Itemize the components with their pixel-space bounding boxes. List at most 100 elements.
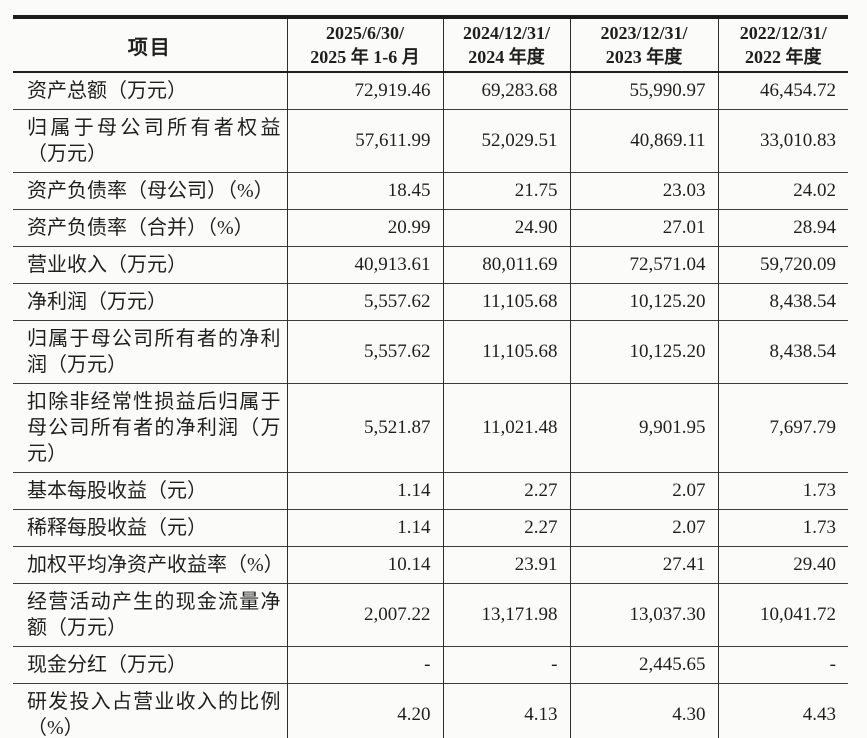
table-row: 加权平均净资产收益率（%） 10.14 23.91 27.41 29.40 [13,546,848,584]
cell-value: 13,037.30 [569,583,718,647]
cell-value: 9,901.95 [569,383,718,473]
cell-value: 2.27 [442,509,570,547]
table-body: 资产总额（万元） 72,919.46 69,283.68 55,990.97 46,45… [13,71,848,738]
cell-value: 24.02 [717,172,848,210]
cell-value: 10,125.20 [569,283,718,321]
cell-value: 10,125.20 [569,320,718,384]
table-row: 稀释每股收益（元） 1.14 2.27 2.07 1.73 [13,509,848,547]
cell-value: 2.27 [442,472,570,510]
row-label: 归属于母公司所有者的净利润（万元） [13,320,287,384]
row-label: 加权平均净资产收益率（%） [13,546,287,584]
cell-value: 11,021.48 [442,383,570,473]
cell-value: 7,697.79 [717,383,848,473]
cell-value: 18.45 [286,172,443,210]
cell-value: 4.30 [569,683,718,738]
cell-value: 2,007.22 [286,583,443,647]
cell-value: 23.03 [569,172,718,210]
cell-value: 4.43 [717,683,848,738]
cell-value: 40,869.11 [569,109,718,173]
cell-value: 27.01 [569,209,718,247]
cell-value: 4.20 [286,683,443,738]
table-row: 资产总额（万元） 72,919.46 69,283.68 55,990.97 46,45… [13,71,848,110]
table-row: 资产负债率（母公司）（%） 18.45 21.75 23.03 24.02 [13,172,848,210]
cell-value: 29.40 [717,546,848,584]
cell-value: 20.99 [286,209,443,247]
row-label: 归属于母公司所有者权益（万元） [13,109,287,173]
cell-value: 59,720.09 [717,246,848,284]
header-period-date: 2025/6/30/ [325,23,404,43]
row-label: 基本每股收益（元） [13,472,287,510]
cell-value: 55,990.97 [569,71,718,110]
header-period-span: 2024 年度 [468,47,545,67]
table-row: 净利润（万元） 5,557.62 11,105.68 10,125.20 8,438.5… [13,283,848,321]
table-row: 现金分红（万元） - -2,445.65- [13,646,848,684]
row-label: 研发投入占营业收入的比例（%） [13,683,287,738]
cell-value: 1.14 [286,472,443,510]
table-row: 研发投入占营业收入的比例（%） 4.20 4.13 4.30 4.43 [13,683,848,738]
cell-value: 57,611.99 [286,109,443,173]
cell-value: 8,438.54 [717,283,848,321]
cell-value: 24.90 [442,209,570,247]
cell-value: 33,010.83 [717,109,848,173]
cell-value: 40,913.61 [286,246,443,284]
header-row: 项目 2025/6/30/ 2025 年 1-6 月 2024/12/31/ 2… [13,17,848,73]
table-row: 经营活动产生的现金流量净额（万元） 2,007.22 13,171.98 13,037… [13,583,848,647]
cell-value: 46,454.72 [717,71,848,110]
cell-value: 72,919.46 [286,71,443,110]
header-period-date: 2024/12/31/ [462,23,550,43]
cell-value: 69,283.68 [442,71,570,110]
cell-value: 1.14 [286,509,443,547]
row-label: 稀释每股收益（元） [13,509,287,547]
header-period-span: 2025 年 1-6 月 [310,47,420,67]
cell-value: 2.07 [569,509,718,547]
cell-value: 27.41 [569,546,718,584]
cell-value: 4.13 [442,683,570,738]
cell-value: 1.73 [717,509,848,547]
row-label: 现金分红（万元） [13,646,287,684]
cell-value: 10.14 [286,546,443,584]
financial-summary-table: 项目 2025/6/30/ 2025 年 1-6 月 2024/12/31/ 2… [13,15,848,738]
table-row: 归属于母公司所有者权益（万元） 57,611.99 52,029.51 40,869.… [13,109,848,173]
cell-value: 2.07 [569,472,718,510]
cell-value: 21.75 [442,172,570,210]
cell-value: 72,571.04 [569,246,718,284]
cell-value: 52,029.51 [442,109,570,173]
cell-value: 5,557.62 [286,320,443,384]
cell-value: - [717,646,848,684]
header-period-span: 2022 年度 [745,47,822,67]
cell-value: 11,105.68 [442,320,570,384]
table-row: 归属于母公司所有者的净利润（万元） 5,557.62 11,105.68 10,125… [13,320,848,384]
row-label: 净利润（万元） [13,283,287,321]
cell-value: 11,105.68 [442,283,570,321]
header-period-2025h1: 2025/6/30/ 2025 年 1-6 月 [286,17,443,73]
cell-value: 5,557.62 [286,283,443,321]
cell-value: 2,445.65 [569,646,718,684]
header-period-date: 2022/12/31/ [739,23,827,43]
row-label: 资产总额（万元） [13,71,287,110]
cell-value: 13,171.98 [442,583,570,647]
table-row: 扣除非经常性损益后归属于母公司所有者的净利润（万元） 5,521.87 11,021… [13,383,848,473]
header-period-span: 2023 年度 [605,47,683,67]
header-period-2024: 2024/12/31/ 2024 年度 [442,17,570,73]
row-label: 经营活动产生的现金流量净额（万元） [13,583,287,647]
row-label: 扣除非经常性损益后归属于母公司所有者的净利润（万元） [13,383,287,473]
table-row: 资产负债率（合并）（%） 20.99 24.90 27.01 28.94 [13,209,848,247]
cell-value: - [442,646,570,684]
row-label: 资产负债率（合并）（%） [13,209,287,247]
cell-value: 1.73 [717,472,848,510]
cell-value: 10,041.72 [717,583,848,647]
cell-value: 5,521.87 [286,383,443,473]
row-label: 资产负债率（母公司）（%） [13,172,287,210]
header-item-label: 项目 [13,17,287,73]
cell-value: 80,011.69 [442,246,570,284]
table-row: 基本每股收益（元） 1.14 2.27 2.07 1.73 [13,472,848,510]
row-label: 营业收入（万元） [13,246,287,284]
header-period-2023: 2023/12/31/ 2023 年度 [569,17,718,73]
cell-value: 28.94 [717,209,848,247]
cell-value: 23.91 [442,546,570,584]
cell-value: 8,438.54 [717,320,848,384]
table-row: 营业收入（万元） 40,913.61 80,011.69 72,571.04 59,72… [13,246,848,284]
header-period-date: 2023/12/31/ [600,23,688,43]
cell-value: - [286,646,443,684]
